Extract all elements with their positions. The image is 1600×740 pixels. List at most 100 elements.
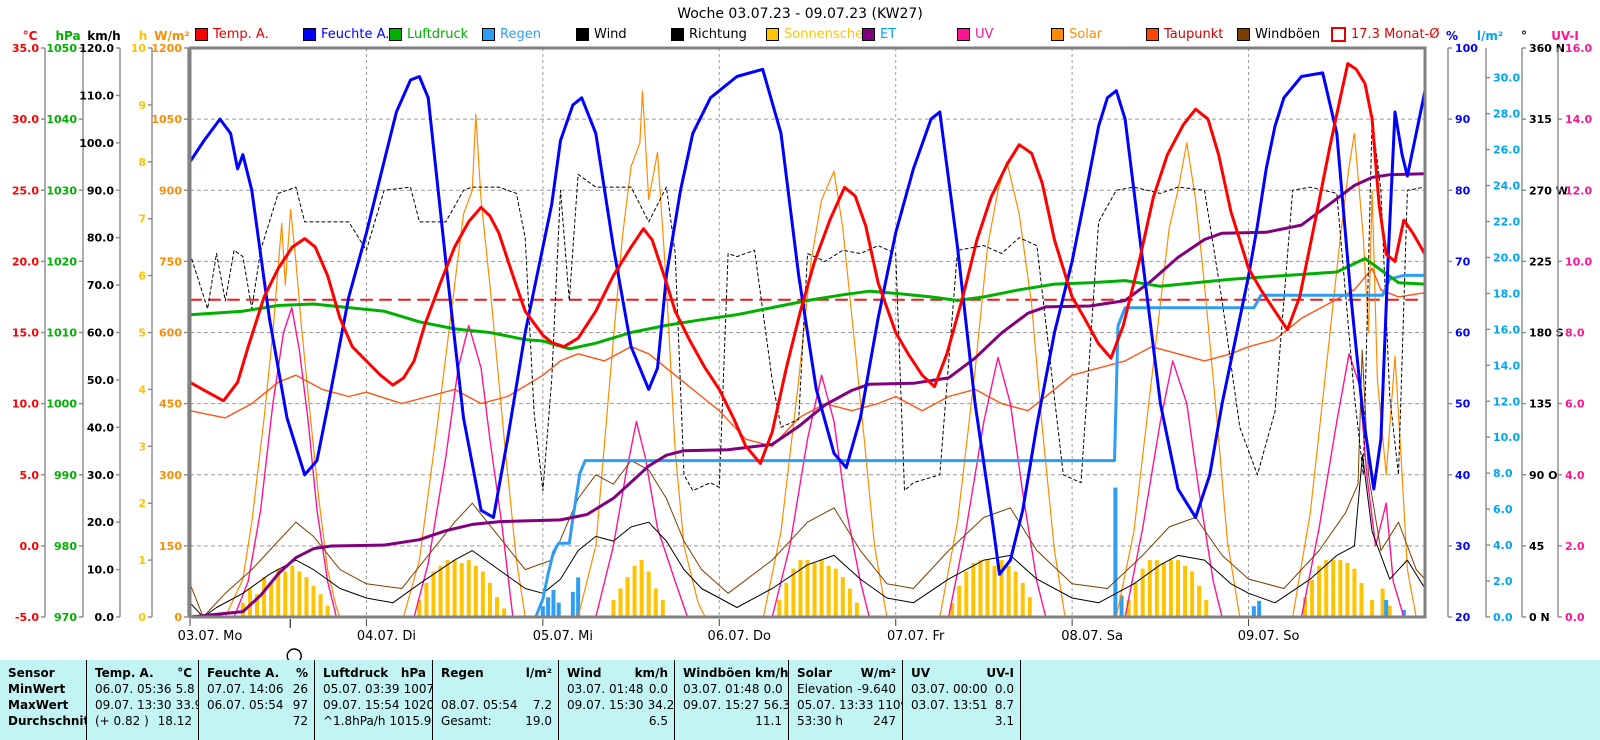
axis-tick-label-deg: 135 — [1529, 398, 1552, 411]
axis-tick-label-wm2: 750 — [159, 255, 182, 268]
min-time: 03.07. 01:48 — [567, 682, 644, 696]
axis-header-temp: °C — [23, 29, 38, 43]
sensor-unit: °C — [177, 666, 192, 680]
max-value: 7.2 — [532, 698, 552, 712]
series-line-regen — [188, 273, 1427, 619]
axis-tick-label-deg: 45 — [1529, 540, 1544, 553]
axis-tick-label-h: 10 — [131, 42, 147, 55]
axis-tick-label-lm2: 22.0 — [1493, 215, 1520, 228]
legend-color-swatch-icon — [1237, 27, 1250, 41]
series-bar-sonnenschein — [1176, 560, 1180, 617]
axis-tick-label-wm2: 450 — [159, 398, 182, 411]
series-bar-sonnenschein — [819, 560, 824, 617]
spacer — [55, 665, 80, 681]
series-bar-sonnenschein — [625, 577, 630, 617]
legend-color-swatch-icon — [766, 27, 779, 41]
axis-tick-label-temp: 0.0 — [20, 540, 40, 553]
series-bar-sonnenschein — [1380, 588, 1385, 617]
min-value: -9.640 — [857, 682, 896, 696]
max-time: 09.07. 13:30 — [95, 698, 172, 712]
max-value: 33.9 — [175, 698, 198, 712]
min-value: 5.8 — [175, 682, 195, 696]
legend-item-et[interactable]: ET — [862, 27, 896, 42]
table-row: 72 — [199, 713, 314, 729]
series-bar-sonnenschein — [978, 560, 983, 617]
axis-header-uvi: UV-I — [1551, 29, 1579, 43]
legend-item-luftdruck[interactable]: Luftdruck — [389, 26, 469, 42]
axis-tick-label-lm2: 4.0 — [1493, 539, 1513, 552]
axis-tick-label-kmh: 30.0 — [87, 469, 114, 482]
axis-tick-label-hpa: 980 — [54, 540, 77, 553]
table-row: Solar W/m² — [789, 665, 902, 681]
legend-color-swatch-icon — [195, 27, 208, 41]
legend-item-sonnenschein[interactable]: Sonnenschein — [766, 27, 875, 42]
series-bar-regen-stunden — [570, 591, 575, 617]
series-bar-sonnenschein — [784, 582, 789, 617]
table-row: 06.07. 05:54 97 — [199, 697, 314, 713]
series-bar-sonnenschein — [632, 565, 637, 617]
min-time: Elevation — [797, 682, 853, 696]
legend-item-label: Luftdruck — [407, 26, 469, 42]
series-bar-sonnenschein — [992, 565, 997, 617]
axis-tick-label-h: 6 — [138, 270, 146, 283]
series-bar-sonnenschein — [466, 560, 471, 617]
legend-item-temp-a-[interactable]: Temp. A. — [195, 27, 269, 42]
axis-header-kmh: km/h — [87, 29, 120, 43]
summary-table: Sensor MinWert MaxWert Durchschnitt Temp. A.… — [0, 660, 1600, 740]
sensor-unit: hPa — [400, 666, 426, 680]
sensor-name: Windböen — [683, 666, 751, 680]
table-empty-area — [1020, 660, 1600, 740]
series-line-wind — [189, 454, 1426, 618]
legend-item-feuchte-a-[interactable]: Feuchte A. — [303, 27, 389, 42]
axis-tick-label-uvi: 10.0 — [1565, 255, 1592, 268]
series-bar-sonnenschein — [1359, 582, 1364, 617]
legend-item-wind[interactable]: Wind — [576, 27, 627, 42]
legend-color-swatch-icon — [862, 27, 875, 41]
legend-item-taupunkt[interactable]: Taupunkt — [1146, 27, 1223, 42]
series-bar-sonnenschein — [1154, 560, 1159, 617]
axis-header-wm2: W/m² — [154, 29, 189, 43]
axis-tick-label-lm2: 2.0 — [1493, 575, 1513, 588]
sensor-name: Regen — [441, 666, 484, 680]
legend-item-windb-en[interactable]: Windböen — [1237, 27, 1320, 42]
series-bar-sonnenschein — [1324, 560, 1329, 617]
series-line-richtung — [189, 118, 1426, 492]
series-bar-sonnenschein — [262, 577, 267, 617]
legend-item-17-3-monat-[interactable]: 17.3 Monat-Ø — [1331, 26, 1439, 42]
max-value: 8.7 — [994, 698, 1014, 712]
legend-color-swatch-icon — [957, 27, 970, 41]
axis-tick-label-kmh: 70.0 — [87, 279, 114, 292]
axis-tick-label-wm2: 300 — [159, 469, 182, 482]
series-bar-sonnenschein — [424, 582, 429, 617]
series-bar-sonnenschein — [646, 571, 651, 617]
axis-tick-label-hpa: 1050 — [46, 42, 77, 55]
legend-item-uv[interactable]: UV — [957, 27, 993, 42]
max-time: 08.07. 05:54 — [441, 698, 518, 712]
legend-item-richtung[interactable]: Richtung — [671, 27, 747, 42]
axis-tick-label-wm2: 600 — [159, 327, 182, 340]
table-row: Regen l/m² — [433, 665, 558, 681]
legend-color-swatch-icon — [1146, 27, 1159, 41]
x-axis-label: 04.07. Di — [357, 629, 416, 644]
x-axis-label: 05.07. Mi — [533, 629, 593, 644]
sensor-group-feuchte-a-: Feuchte A.% 07.07. 14:06 26 06.07. 05:54 97 7… — [198, 660, 314, 740]
series-bar-sonnenschein — [1338, 560, 1343, 617]
legend-item-regen[interactable]: Regen — [482, 27, 541, 42]
sensor-unit: km/h — [634, 666, 668, 680]
table-row: 06.07. 05:36 5.8 — [87, 681, 198, 697]
series-bar-sonnenschein — [826, 565, 831, 617]
series-bar-sonnenschein — [269, 582, 274, 617]
axis-tick-label-pct: 30 — [1455, 540, 1471, 553]
axis-tick-label-deg: 270 W — [1529, 184, 1568, 197]
axis-tick-label-h: 0 — [138, 611, 146, 624]
axis-tick-label-uvi: 0.0 — [1565, 611, 1585, 624]
axis-tick-label-kmh: 10.0 — [87, 564, 114, 577]
table-row: ^1.8hPa/h 1015.9 — [315, 713, 432, 729]
sensor-group-regen: Regen l/m² 08.07. 05:54 7.2 Gesamt: 19.0 — [432, 660, 558, 740]
series-bar-sonnenschein — [1006, 565, 1011, 617]
legend-item-solar[interactable]: Solar — [1051, 27, 1102, 42]
sensor-group-windb-en: Windböen km/h 03.07. 01:48 0.0 09.07. 15:27 5… — [674, 660, 788, 740]
series-bar-regen-stunden — [1251, 606, 1256, 617]
